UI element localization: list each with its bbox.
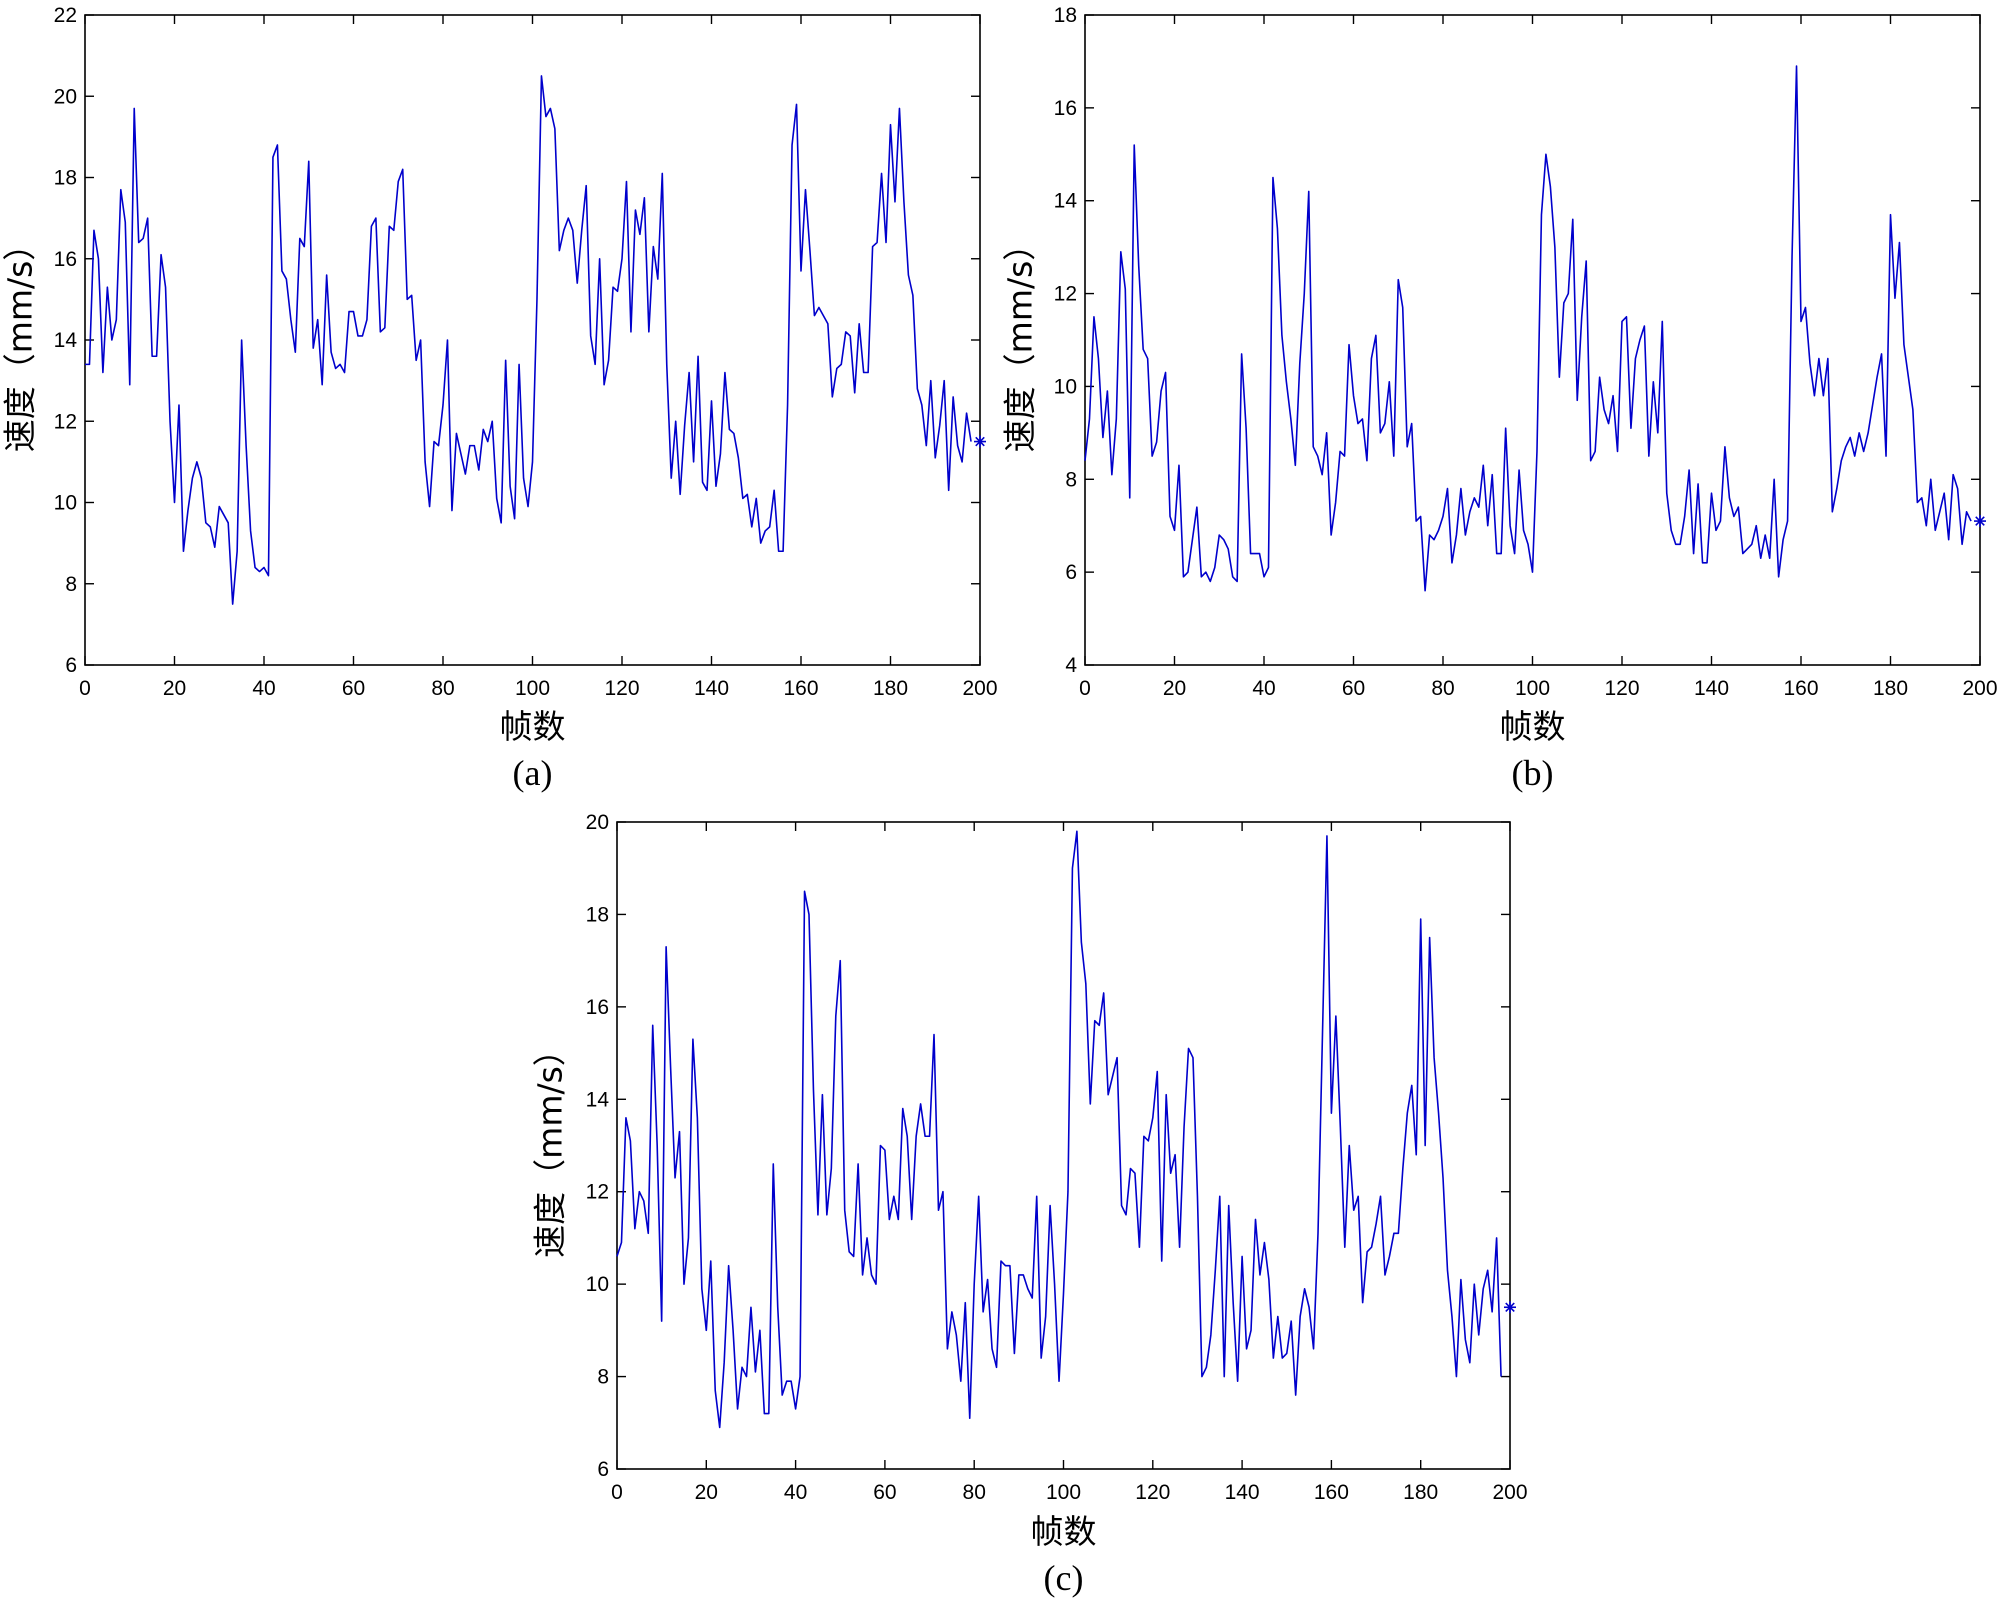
x-tick-label: 0 — [611, 1481, 623, 1504]
plot-area-frame — [84, 14, 981, 666]
series-line — [616, 830, 1502, 1429]
y-tick-label: 16 — [54, 248, 77, 271]
x-tick-label: 80 — [431, 677, 454, 700]
x-tick-label: 180 — [873, 677, 908, 700]
y-tick-label: 20 — [54, 85, 77, 108]
y-tick-label: 8 — [597, 1366, 609, 1389]
plot-area-frame — [616, 821, 1511, 1470]
x-tick-label: 80 — [963, 1481, 986, 1504]
y-tick-label: 12 — [54, 410, 77, 433]
y-tick-label: 8 — [65, 573, 77, 596]
end-marker-asterisk — [1504, 1301, 1516, 1314]
y-tick-label: 6 — [1065, 561, 1077, 584]
y-axis-label: 速度（mm/s） — [1, 228, 40, 453]
x-tick-label: 0 — [1079, 677, 1091, 700]
x-tick-label: 20 — [695, 1481, 718, 1504]
y-tick-label: 10 — [586, 1273, 609, 1296]
x-tick-label: 40 — [252, 677, 275, 700]
x-tick-label: 120 — [1135, 1481, 1170, 1504]
panel-caption: (b) — [1512, 753, 1554, 793]
x-tick-label: 180 — [1873, 677, 1908, 700]
end-marker-stroke — [1505, 1302, 1515, 1313]
x-axis-label: 帧数 — [1500, 707, 1566, 746]
panel-caption: (a) — [513, 753, 553, 793]
end-marker-stroke — [975, 436, 985, 447]
series-line — [85, 75, 972, 605]
y-tick-label: 6 — [65, 654, 77, 677]
x-tick-label: 100 — [1515, 677, 1550, 700]
x-tick-label: 120 — [1604, 677, 1639, 700]
x-tick-label: 120 — [604, 677, 639, 700]
y-tick-label: 20 — [586, 811, 609, 834]
x-tick-label: 140 — [1694, 677, 1729, 700]
y-tick-label: 6 — [597, 1458, 609, 1481]
x-tick-label: 160 — [783, 677, 818, 700]
y-tick-label: 16 — [586, 996, 609, 1019]
y-tick-label: 16 — [1054, 97, 1077, 120]
y-tick-label: 12 — [1054, 283, 1077, 306]
x-tick-label: 100 — [515, 677, 550, 700]
x-tick-label: 200 — [1492, 1481, 1527, 1504]
x-tick-label: 140 — [694, 677, 729, 700]
series-line — [1084, 65, 1972, 592]
x-tick-label: 20 — [1163, 677, 1186, 700]
y-axis-label: 速度（mm/s） — [531, 1033, 570, 1258]
chart-panel-a: 0 20 40 60 80 100 120 140 160 180 200 6 8 10 12 14 16 18 2… — [1, 4, 998, 793]
chart-panel-b: 0 20 40 60 80 100 120 140 160 180 200 4 6 8 10 12 14 16 18… — [1001, 4, 1998, 793]
y-tick-label: 18 — [54, 167, 77, 190]
x-axis-label: 帧数 — [1031, 1512, 1097, 1551]
x-tick-label: 20 — [163, 677, 186, 700]
y-tick-label: 18 — [586, 903, 609, 926]
x-tick-label: 0 — [79, 677, 91, 700]
x-tick-label: 60 — [342, 677, 365, 700]
x-tick-label: 40 — [1252, 677, 1275, 700]
panel-caption: (c) — [1044, 1558, 1084, 1598]
y-tick-label: 14 — [1054, 190, 1078, 213]
y-tick-label: 22 — [54, 4, 77, 27]
x-tick-label: 80 — [1431, 677, 1454, 700]
x-tick-label: 180 — [1403, 1481, 1438, 1504]
y-tick-label: 10 — [1054, 375, 1077, 398]
chart-panel-c: 0 20 40 60 80 100 120 140 160 180 200 6 8 10 12 14 16 18 2… — [531, 811, 1528, 1598]
end-marker-asterisk — [1974, 515, 1986, 528]
y-tick-label: 14 — [54, 329, 78, 352]
y-tick-label: 14 — [586, 1088, 610, 1111]
y-tick-label: 8 — [1065, 468, 1077, 491]
y-tick-label: 4 — [1065, 654, 1077, 677]
x-tick-label: 60 — [873, 1481, 896, 1504]
y-tick-label: 18 — [1054, 4, 1077, 27]
x-tick-label: 140 — [1225, 1481, 1260, 1504]
x-axis-label: 帧数 — [500, 707, 566, 746]
x-tick-label: 100 — [1046, 1481, 1081, 1504]
x-tick-label: 40 — [784, 1481, 807, 1504]
x-tick-label: 200 — [962, 677, 997, 700]
y-tick-label: 10 — [54, 492, 77, 515]
end-marker-stroke — [1975, 516, 1985, 526]
y-axis-label: 速度（mm/s） — [1001, 228, 1040, 453]
y-tick-label: 12 — [586, 1181, 609, 1204]
end-marker-asterisk — [974, 435, 986, 448]
x-tick-label: 160 — [1314, 1481, 1349, 1504]
x-tick-label: 60 — [1342, 677, 1365, 700]
x-tick-label: 200 — [1962, 677, 1997, 700]
x-tick-label: 160 — [1783, 677, 1818, 700]
